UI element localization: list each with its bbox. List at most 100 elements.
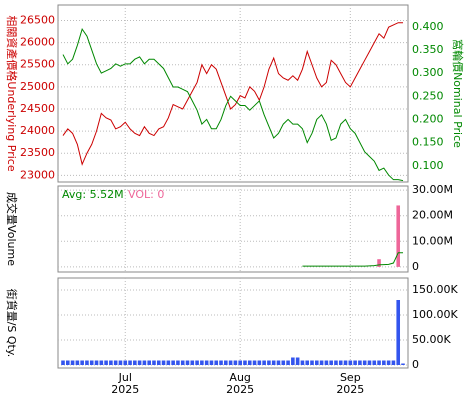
bar — [224, 360, 228, 365]
bar — [315, 360, 319, 365]
bar — [75, 360, 80, 365]
bar — [310, 360, 314, 365]
bar — [319, 360, 324, 365]
bar — [295, 357, 300, 365]
bar — [300, 360, 305, 365]
bar — [171, 360, 175, 365]
x-tick-label: Aug 2025 — [226, 371, 255, 396]
y-tick-label: 0 — [412, 358, 419, 371]
y2-tick-label: 0.100 — [412, 159, 444, 172]
x-tick-label: Jul 2025 — [111, 371, 140, 396]
bar — [128, 360, 132, 365]
bar — [94, 360, 99, 365]
bar — [190, 360, 195, 365]
bar — [267, 360, 271, 365]
bar — [281, 360, 286, 365]
bar — [401, 363, 405, 365]
y2-tick-label: 0.250 — [412, 89, 444, 102]
y-axis-title: 成交量Volume — [5, 192, 19, 266]
bar — [147, 360, 151, 365]
bar — [348, 360, 353, 365]
bar — [353, 360, 357, 365]
y-tick-label: 26500 — [20, 13, 55, 26]
bar — [185, 360, 190, 365]
bar — [243, 360, 247, 365]
y-tick-label: 30.00M — [412, 183, 453, 196]
y2-tick-label: 0.150 — [412, 136, 444, 149]
y-tick-label: 25000 — [20, 80, 55, 93]
bar — [382, 360, 386, 365]
bar — [85, 360, 89, 365]
bar — [291, 357, 295, 365]
y2-tick-label: 0.350 — [412, 43, 444, 56]
bar — [123, 360, 128, 365]
y2-tick-label: 0.400 — [412, 20, 444, 33]
line — [62, 22, 403, 166]
bar — [276, 360, 281, 365]
plot-frame — [57, 185, 409, 273]
bar — [70, 360, 75, 365]
y-tick-label: 20.00M — [412, 209, 453, 222]
bar — [166, 360, 171, 365]
bar — [257, 360, 262, 365]
bar — [238, 360, 242, 365]
y-tick-label: 24000 — [20, 124, 55, 137]
bar — [377, 360, 381, 365]
bar — [89, 360, 94, 365]
bar — [343, 360, 348, 365]
bar — [391, 360, 396, 365]
bar — [65, 360, 70, 365]
bar — [386, 360, 391, 365]
y-axis-title: 相關資產價格Underlying Price — [5, 15, 19, 171]
bar — [324, 360, 329, 365]
bar — [156, 360, 161, 365]
bar — [209, 360, 214, 365]
y2-tick-label: 0.200 — [412, 112, 444, 125]
y-tick-label: 10.00M — [412, 234, 453, 247]
y-tick-label: 25500 — [20, 58, 55, 71]
bar — [104, 360, 108, 365]
bar — [180, 360, 185, 365]
bar — [396, 205, 401, 267]
y2-tick-label: 0.300 — [412, 66, 444, 79]
bar — [109, 360, 113, 365]
bar — [367, 360, 372, 365]
bar — [228, 360, 233, 365]
bar — [113, 360, 118, 365]
bar — [142, 360, 147, 365]
y-tick-label: 26000 — [20, 36, 55, 49]
y-axis-title: 街貨量/S Qty. — [5, 289, 19, 358]
bar — [233, 360, 238, 365]
bar — [305, 360, 310, 365]
bar — [219, 360, 223, 365]
bar — [247, 360, 252, 365]
plot-frame — [57, 277, 409, 369]
y2-axis-title: 窩輪價Nominal Price — [451, 39, 465, 148]
avg-label: Avg: 5.52M — [62, 188, 124, 201]
bar — [204, 360, 209, 365]
bar — [262, 360, 266, 365]
bar — [372, 360, 377, 365]
plot-frame — [57, 4, 409, 183]
bar — [152, 360, 156, 365]
y-tick-label: 0 — [412, 260, 419, 273]
bar — [133, 360, 137, 365]
x-tick-label: Sep 2025 — [336, 371, 365, 396]
bar — [252, 360, 257, 365]
bar — [286, 360, 290, 365]
bar — [137, 360, 142, 365]
line — [62, 27, 404, 182]
bar — [358, 360, 362, 365]
vol-label: VOL: 0 — [128, 188, 164, 201]
bar — [214, 360, 219, 365]
bar — [200, 360, 204, 365]
y-tick-label: 24500 — [20, 102, 55, 115]
bar — [161, 360, 166, 365]
bar — [338, 360, 343, 365]
y-tick-label: 23500 — [20, 146, 55, 159]
bar — [80, 360, 84, 365]
bar — [99, 360, 104, 365]
bar — [61, 360, 65, 365]
bar — [176, 360, 180, 365]
